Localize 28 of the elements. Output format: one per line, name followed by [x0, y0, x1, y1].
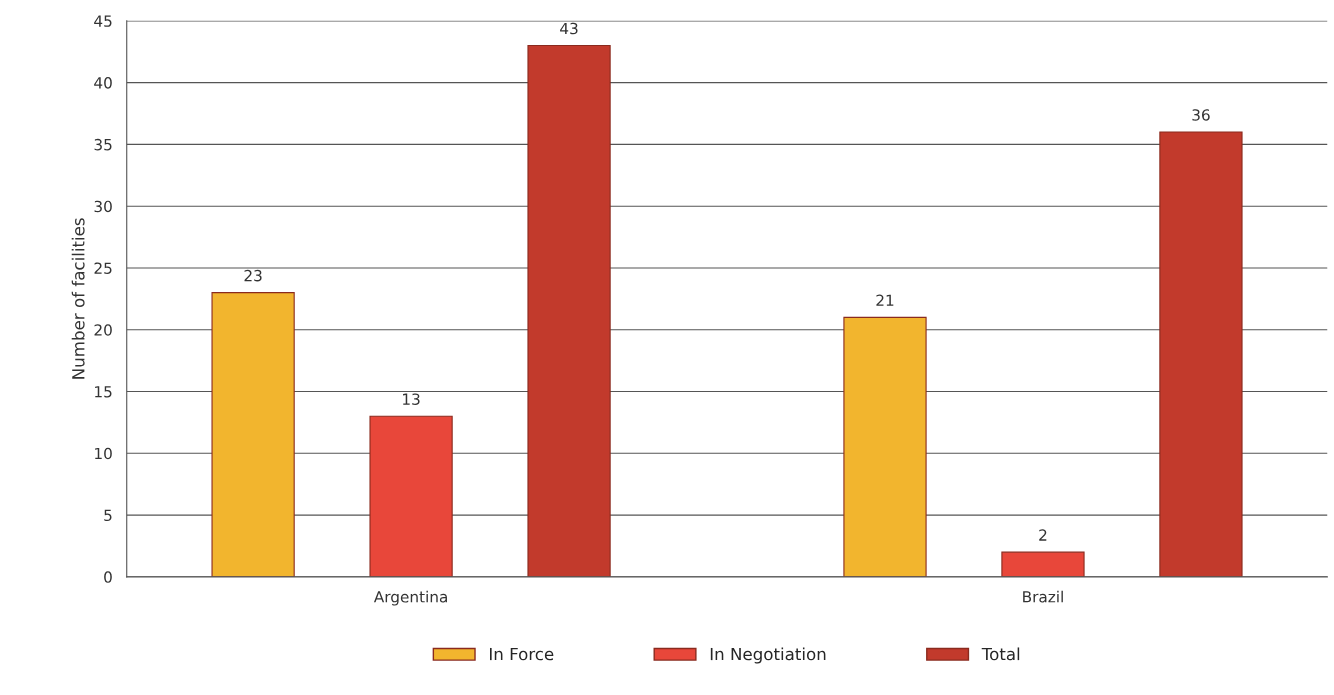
data-label: 43	[560, 22, 578, 35]
x-tick-label: Brazil	[1023, 590, 1063, 603]
data-label: 23	[244, 269, 262, 282]
data-label: 13	[403, 393, 420, 405]
y-tick-label: 0	[104, 571, 112, 583]
bar	[1001, 551, 1085, 577]
bar	[527, 45, 611, 577]
data-label: 2	[1039, 529, 1047, 541]
data-label: 36	[1192, 109, 1210, 121]
legend-label: Total	[981, 647, 1020, 661]
y-tick-label: 15	[95, 386, 112, 398]
bar	[1159, 131, 1243, 577]
y-tick-label: 30	[94, 200, 112, 213]
x-tick-label: Argentina	[373, 590, 447, 606]
y-tick-label: 35	[94, 138, 112, 151]
y-tick-label: 25	[94, 262, 112, 274]
y-tick-label: 45	[94, 15, 112, 27]
bar	[369, 415, 453, 577]
y-tick-label: 20	[94, 324, 112, 336]
y-axis-title: Number of facilities	[71, 218, 85, 379]
data-label: 21	[876, 294, 894, 306]
bar	[211, 292, 295, 577]
bar	[843, 316, 927, 577]
y-tick-label: 5	[104, 509, 112, 522]
legend-label: In Force	[489, 647, 554, 661]
legend-label: In Negotiation	[710, 647, 826, 664]
y-tick-label: 10	[95, 447, 112, 460]
y-tick-label: 40	[94, 77, 112, 89]
